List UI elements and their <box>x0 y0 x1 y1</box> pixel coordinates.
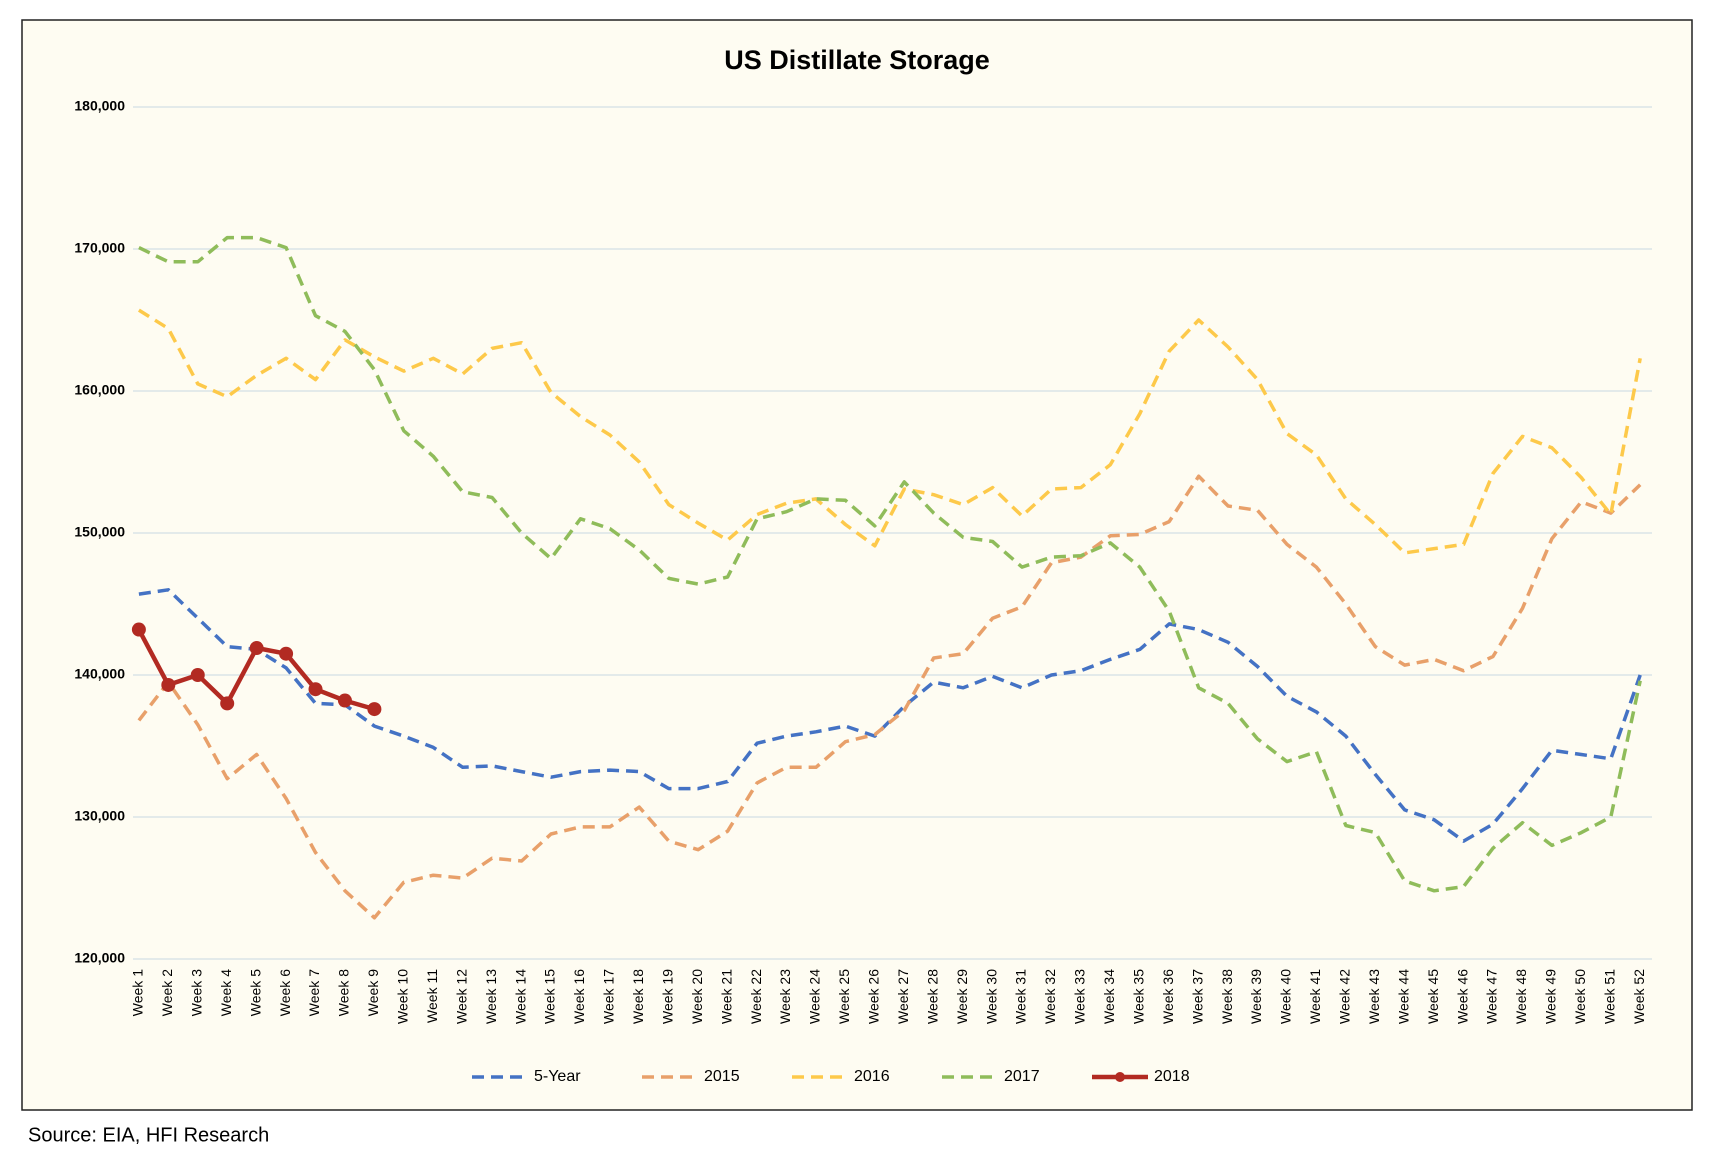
y-tick-label: 150,000 <box>74 524 125 540</box>
x-tick-label: Week 5 <box>247 969 263 1016</box>
x-tick-label: Week 40 <box>1278 969 1294 1024</box>
series-marker <box>367 702 382 717</box>
x-tick-label: Week 12 <box>453 969 469 1024</box>
series-marker <box>161 677 176 692</box>
legend-label: 2017 <box>1004 1068 1040 1085</box>
x-tick-label: Week 37 <box>1189 969 1205 1024</box>
x-tick-label: Week 24 <box>807 969 823 1024</box>
x-tick-label: Week 46 <box>1454 969 1470 1024</box>
x-tick-label: Week 50 <box>1572 969 1588 1024</box>
x-tick-label: Week 52 <box>1631 969 1647 1024</box>
x-tick-label: Week 35 <box>1130 969 1146 1024</box>
legend-label: 2015 <box>704 1068 740 1085</box>
x-tick-label: Week 10 <box>395 969 411 1024</box>
x-tick-label: Week 20 <box>689 969 705 1024</box>
x-tick-label: Week 15 <box>542 969 558 1024</box>
x-tick-label: Week 22 <box>748 969 764 1024</box>
y-tick-label: 120,000 <box>74 950 125 966</box>
x-tick-label: Week 1 <box>130 969 146 1016</box>
chart-title: US Distillate Storage <box>724 45 990 75</box>
x-tick-label: Week 9 <box>365 969 381 1016</box>
x-tick-label: Week 16 <box>571 969 587 1024</box>
x-tick-label: Week 49 <box>1543 969 1559 1024</box>
x-tick-label: Week 14 <box>512 969 528 1024</box>
x-tick-label: Week 45 <box>1425 969 1441 1024</box>
series-marker <box>220 696 235 711</box>
x-tick-label: Week 6 <box>277 969 293 1016</box>
x-tick-label: Week 43 <box>1366 969 1382 1024</box>
x-tick-label: Week 44 <box>1395 969 1411 1024</box>
series-marker <box>131 622 146 637</box>
x-tick-label: Week 19 <box>659 969 675 1024</box>
chart-frame <box>21 19 1693 1111</box>
x-tick-label: Week 2 <box>159 969 175 1016</box>
x-tick-label: Week 3 <box>188 969 204 1016</box>
x-tick-label: Week 34 <box>1101 969 1117 1024</box>
x-tick-label: Week 32 <box>1042 969 1058 1024</box>
x-tick-label: Week 7 <box>306 969 322 1016</box>
y-tick-label: 170,000 <box>74 240 125 256</box>
x-tick-label: Week 26 <box>866 969 882 1024</box>
series-marker <box>249 641 264 656</box>
x-tick-label: Week 48 <box>1513 969 1529 1024</box>
x-tick-label: Week 30 <box>983 969 999 1024</box>
x-tick-label: Week 36 <box>1160 969 1176 1024</box>
legend-label: 2018 <box>1154 1068 1190 1085</box>
x-tick-label: Week 31 <box>1013 969 1029 1024</box>
x-tick-label: Week 17 <box>601 969 617 1024</box>
x-tick-label: Week 28 <box>924 969 940 1024</box>
series-marker <box>279 646 294 661</box>
y-tick-label: 180,000 <box>74 98 125 114</box>
x-tick-label: Week 27 <box>895 969 911 1024</box>
x-tick-label: Week 41 <box>1307 969 1323 1024</box>
series-marker <box>337 693 352 708</box>
x-tick-label: Week 51 <box>1601 969 1617 1024</box>
series-line <box>138 588 1642 843</box>
x-tick-label: Week 39 <box>1248 969 1264 1024</box>
x-tick-label: Week 13 <box>483 969 499 1024</box>
x-tick-label: Week 18 <box>630 969 646 1024</box>
y-tick-label: 130,000 <box>74 808 125 824</box>
x-tick-label: Week 38 <box>1219 969 1235 1024</box>
legend-label: 2016 <box>854 1068 890 1085</box>
x-tick-label: Week 42 <box>1337 969 1353 1024</box>
x-tick-label: Week 47 <box>1484 969 1500 1024</box>
x-tick-label: Week 25 <box>836 969 852 1024</box>
x-tick-label: Week 23 <box>777 969 793 1024</box>
legend-label: 5-Year <box>534 1068 581 1085</box>
series-marker <box>190 668 205 682</box>
x-tick-label: Week 33 <box>1072 969 1088 1024</box>
source-note: Source: EIA, HFI Research <box>28 1124 269 1146</box>
x-tick-label: Week 29 <box>954 969 970 1024</box>
series-line <box>137 474 1642 920</box>
x-tick-label: Week 21 <box>718 969 734 1024</box>
x-tick-label: Week 8 <box>336 969 352 1016</box>
series-line <box>138 235 1642 893</box>
legend-marker <box>1115 1072 1125 1082</box>
x-tick-label: Week 11 <box>424 969 440 1023</box>
series-marker <box>308 682 323 697</box>
y-tick-label: 140,000 <box>74 666 125 682</box>
y-tick-label: 160,000 <box>74 382 125 398</box>
x-tick-label: Week 4 <box>218 969 234 1016</box>
